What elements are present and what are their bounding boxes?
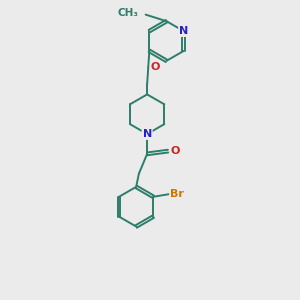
Text: Br: Br: [170, 189, 184, 199]
Text: O: O: [151, 62, 160, 72]
Text: O: O: [170, 146, 180, 156]
Text: CH₃: CH₃: [117, 8, 138, 19]
Text: N: N: [179, 26, 188, 36]
Text: N: N: [142, 129, 152, 139]
